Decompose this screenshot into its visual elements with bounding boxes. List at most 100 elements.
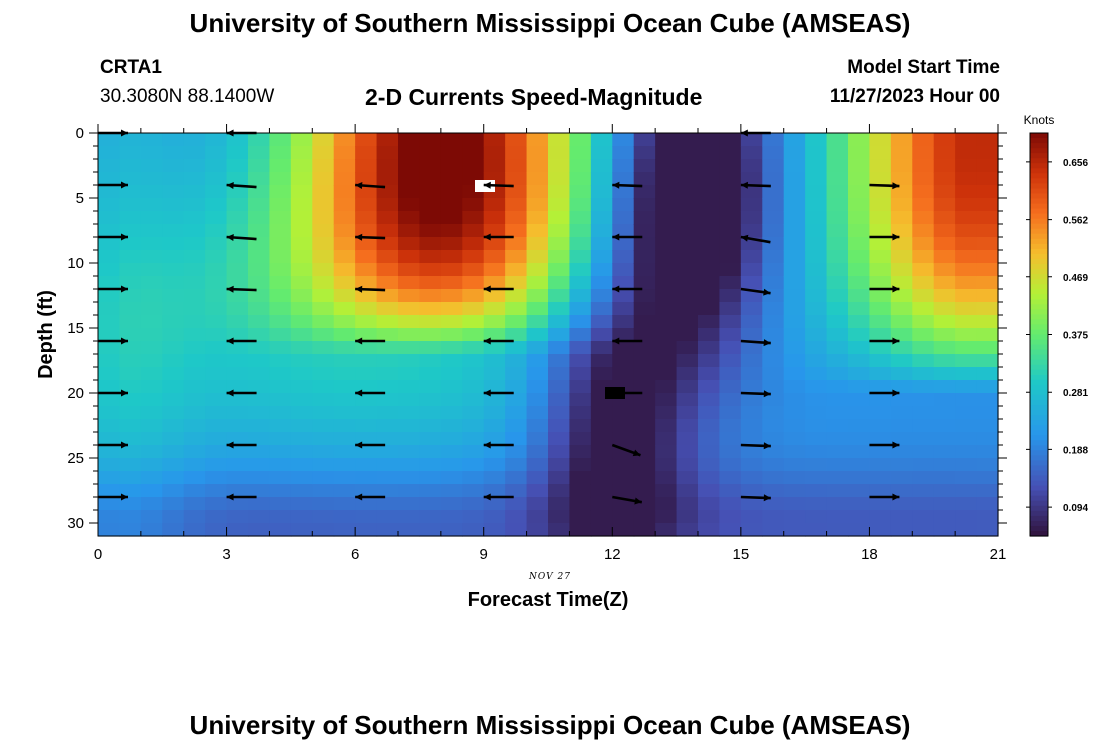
- vector-arrowhead: [355, 441, 363, 449]
- heatmap-cell: [912, 315, 935, 329]
- heatmap-cell: [569, 406, 592, 420]
- colorbar-segment: [1030, 364, 1048, 371]
- heatmap-cell: [355, 302, 378, 316]
- heatmap-cell: [248, 471, 271, 485]
- heatmap-cell: [698, 133, 721, 147]
- heatmap-cell: [312, 146, 335, 160]
- y-tick-label: 20: [67, 385, 84, 402]
- heatmap-cell: [612, 328, 635, 342]
- heatmap-cell: [248, 211, 271, 225]
- heatmap-cell: [719, 354, 742, 368]
- heatmap-cell: [826, 302, 849, 316]
- heatmap-cell: [826, 224, 849, 238]
- heatmap-cell: [783, 432, 806, 446]
- heatmap-cell: [419, 328, 442, 342]
- heatmap-cell: [333, 146, 356, 160]
- heatmap-cell: [140, 497, 163, 511]
- heatmap-cell: [376, 289, 399, 303]
- heatmap-cell: [783, 497, 806, 511]
- heatmap-cell: [740, 159, 763, 173]
- heatmap-cell: [248, 237, 271, 251]
- heatmap-cell: [976, 185, 999, 199]
- heatmap-cell: [955, 497, 978, 511]
- heatmap-cell: [826, 211, 849, 225]
- heatmap-cell: [119, 471, 142, 485]
- vector-arrowhead: [483, 181, 491, 189]
- heatmap-cell: [98, 471, 121, 485]
- heatmap-cell: [805, 159, 828, 173]
- heatmap-cell: [505, 146, 528, 160]
- heatmap-cell: [805, 289, 828, 303]
- heatmap-cell: [805, 198, 828, 212]
- vector-arrowhead: [226, 285, 234, 293]
- heatmap-cell: [933, 393, 956, 407]
- heatmap-cell: [698, 432, 721, 446]
- heatmap-cell: [762, 380, 785, 394]
- heatmap-cell: [505, 250, 528, 264]
- heatmap-cell: [248, 172, 271, 186]
- heatmap-cell: [505, 237, 528, 251]
- heatmap-cell: [98, 289, 121, 303]
- heatmap-cell: [805, 510, 828, 524]
- heatmap-cell: [398, 380, 421, 394]
- y-tick-label: 10: [67, 255, 84, 272]
- heatmap-cell: [933, 172, 956, 186]
- heatmap-cell: [719, 497, 742, 511]
- heatmap-cell: [140, 510, 163, 524]
- heatmap-cell: [612, 237, 635, 251]
- heatmap-cell: [548, 497, 571, 511]
- heatmap-cell: [655, 393, 678, 407]
- heatmap-cell: [890, 159, 913, 173]
- heatmap-cell: [226, 354, 249, 368]
- heatmap-cell: [312, 198, 335, 212]
- heatmap-cell: [848, 263, 871, 277]
- heatmap-cell: [183, 484, 206, 498]
- vector-arrowhead: [121, 233, 128, 241]
- heatmap-cell: [312, 393, 335, 407]
- heatmap-cell: [269, 276, 292, 290]
- vector-arrowhead: [612, 233, 620, 241]
- y-tick-label: 5: [76, 190, 84, 207]
- heatmap-cell: [312, 445, 335, 459]
- heatmap-cell: [912, 172, 935, 186]
- heatmap-cell: [526, 237, 549, 251]
- heatmap-cell: [98, 380, 121, 394]
- heatmap-cell: [719, 458, 742, 472]
- heatmap-cell: [933, 341, 956, 355]
- heatmap-cell: [783, 146, 806, 160]
- heatmap-cell: [740, 133, 763, 147]
- heatmap-cell: [440, 133, 463, 147]
- heatmap-cell: [976, 419, 999, 433]
- heatmap-cell: [719, 237, 742, 251]
- heatmap-cell: [290, 419, 313, 433]
- heatmap-cell: [205, 276, 228, 290]
- heatmap-cell: [119, 172, 142, 186]
- heatmap-cell: [805, 523, 828, 537]
- heatmap-cell: [848, 276, 871, 290]
- heatmap-cell: [590, 289, 613, 303]
- vector-arrowhead: [355, 337, 363, 345]
- heatmap-cell: [419, 380, 442, 394]
- heatmap-cell: [548, 237, 571, 251]
- heatmap-cell: [526, 185, 549, 199]
- heatmap-cell: [826, 484, 849, 498]
- heatmap-cell: [333, 133, 356, 147]
- heatmap-cell: [162, 302, 185, 316]
- heatmap-cell: [848, 484, 871, 498]
- heatmap-cell: [633, 224, 656, 238]
- heatmap-cell: [719, 224, 742, 238]
- x-tick-label: 3: [222, 546, 230, 563]
- vector-arrowhead: [121, 129, 128, 137]
- heatmap-cell: [183, 471, 206, 485]
- vector-arrowhead: [740, 181, 748, 189]
- heatmap-cell: [440, 367, 463, 381]
- heatmap-cell: [226, 172, 249, 186]
- heatmap-cell: [140, 146, 163, 160]
- heatmap-cell: [419, 302, 442, 316]
- heatmap-cell: [826, 315, 849, 329]
- heatmap-cell: [612, 471, 635, 485]
- heatmap-cell: [312, 315, 335, 329]
- heatmap-cell: [269, 315, 292, 329]
- heatmap-cell: [312, 250, 335, 264]
- heatmap-cell: [119, 510, 142, 524]
